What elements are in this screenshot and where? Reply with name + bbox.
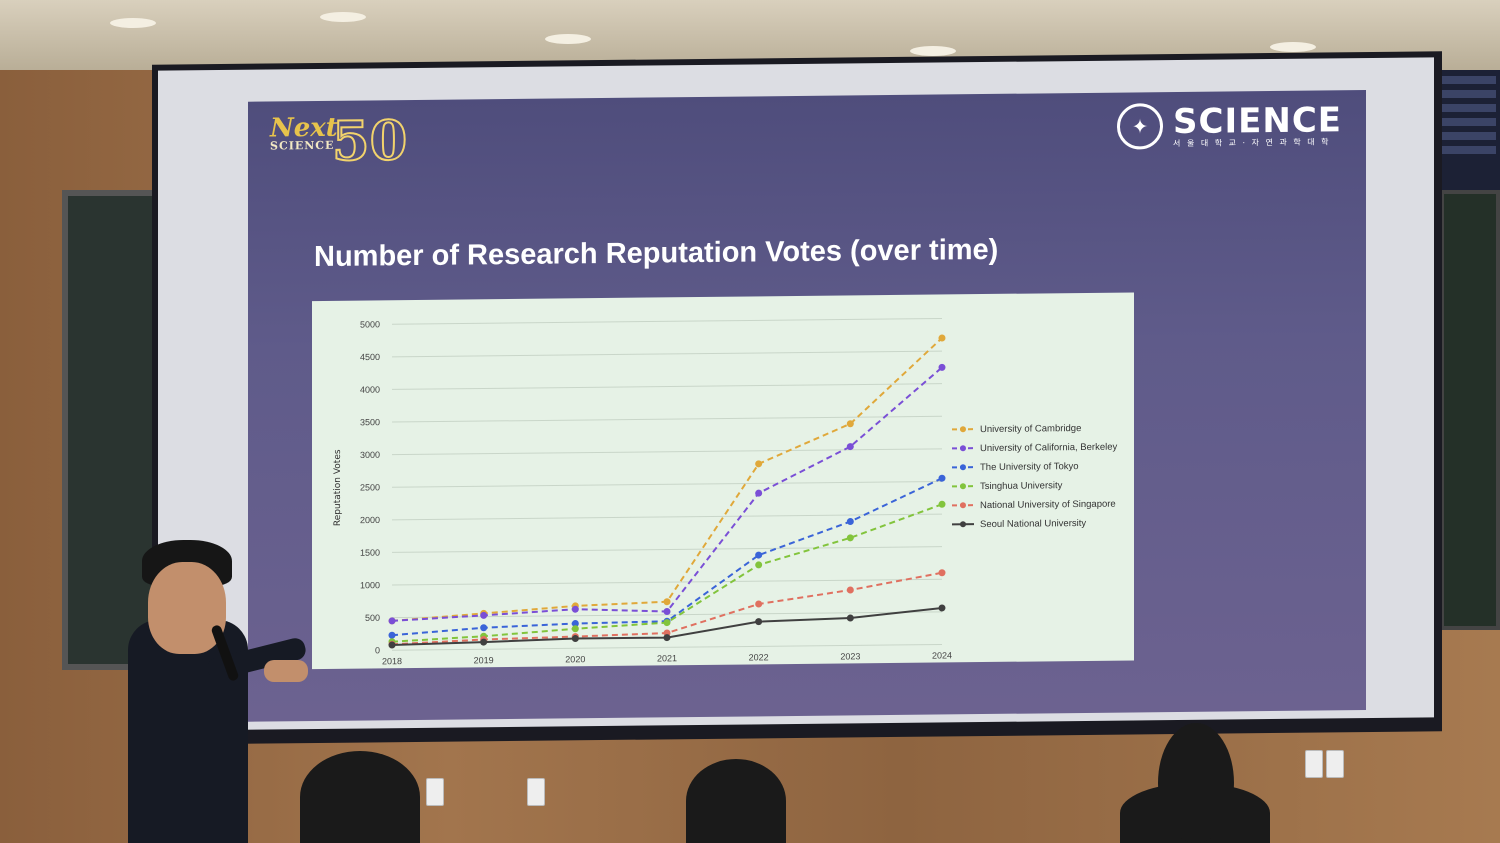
data-point: [846, 534, 854, 542]
series-line: [391, 337, 943, 622]
line-chart: 0 500 1000 1500 2000 2500 3000 3500 4000 4500 5000…: [312, 292, 1134, 670]
ceiling-light: [910, 46, 956, 56]
audience-member-head: [1158, 723, 1234, 843]
gridline: [392, 350, 942, 358]
chalkboard-right: [1440, 190, 1500, 630]
y-tick-label: 2000: [360, 515, 380, 525]
data-point: [755, 551, 763, 559]
data-point: [755, 460, 763, 468]
y-tick-label: 1500: [360, 548, 380, 558]
line-chart-svg: 0 500 1000 1500 2000 2500 3000 3500 4000 4500 5000…: [333, 317, 1118, 666]
data-point: [663, 598, 671, 606]
y-tick-label: 2500: [360, 482, 380, 492]
data-point: [571, 605, 579, 613]
audience-member: [300, 751, 420, 843]
data-point: [938, 474, 946, 482]
legend-label: Tsinghua University: [980, 480, 1063, 492]
data-point: [663, 607, 671, 615]
data-point: [480, 638, 488, 646]
audience-member: [686, 759, 786, 843]
ceiling-light: [545, 34, 591, 44]
data-point: [480, 611, 488, 619]
x-tick-label: 2018: [382, 656, 402, 666]
data-point: [388, 641, 396, 649]
data-point: [846, 443, 854, 451]
gridline: [392, 480, 942, 488]
data-point: [571, 625, 579, 633]
data-point: [571, 635, 579, 643]
y-tick-label: 0: [375, 645, 380, 655]
x-tick-label: 2019: [474, 655, 494, 665]
data-point: [755, 600, 763, 608]
snu-science-logo: ✦ SCIENCE 서 울 대 학 교 · 자 연 과 학 대 학: [1117, 100, 1342, 150]
legend-label: National University of Singapore: [980, 499, 1116, 511]
data-point: [388, 631, 396, 639]
y-tick-label: 5000: [360, 319, 380, 329]
ceiling-light: [1270, 42, 1316, 52]
legend-label: University of California, Berkeley: [980, 442, 1118, 454]
data-point: [846, 518, 854, 526]
x-tick-label: 2020: [565, 654, 585, 664]
data-point: [846, 586, 854, 594]
wall-socket: [1326, 750, 1344, 778]
x-tick-label: 2023: [840, 651, 860, 661]
next-science-50-logo: Next SCIENCE 50: [270, 107, 408, 174]
side-panel: [1436, 70, 1500, 190]
y-tick-label: 3000: [360, 450, 380, 460]
data-point: [571, 620, 579, 628]
y-tick-label: 500: [365, 613, 380, 623]
x-tick-label: 2021: [657, 653, 677, 663]
legend-label: Seoul National University: [980, 518, 1086, 530]
legend-label: University of Cambridge: [980, 423, 1081, 435]
legend-marker: [960, 483, 966, 490]
projection-screen: Next SCIENCE 50 ✦ SCIENCE 서 울 대 학 교 · 자 …: [158, 57, 1434, 731]
data-point: [755, 489, 763, 497]
slide: Next SCIENCE 50 ✦ SCIENCE 서 울 대 학 교 · 자 …: [248, 90, 1366, 722]
y-tick-label: 4000: [360, 385, 380, 395]
gridline: [392, 546, 942, 553]
gridline: [392, 415, 942, 423]
y-axis-title: Reputation Votes: [333, 449, 343, 526]
data-point: [755, 561, 763, 569]
data-point: [938, 569, 946, 577]
x-tick-label: 2024: [932, 650, 952, 660]
wall-socket: [527, 778, 545, 806]
gridline: [392, 513, 942, 521]
y-tick-label: 4500: [360, 352, 380, 362]
x-tick-label: 2022: [749, 652, 769, 662]
gridline: [392, 578, 942, 586]
data-point: [938, 500, 946, 508]
data-point: [846, 420, 854, 428]
legend-marker: [960, 426, 966, 433]
data-point: [388, 617, 396, 625]
data-point: [846, 614, 854, 622]
wall-socket: [1305, 750, 1323, 778]
gridline: [392, 448, 942, 456]
presenter: [128, 540, 318, 843]
data-point: [480, 624, 488, 632]
slide-title: Number of Research Reputation Votes (ove…: [314, 233, 999, 274]
ceiling-light: [320, 12, 366, 22]
data-point: [938, 604, 946, 612]
legend-marker: [960, 521, 966, 528]
legend-label: The University of Tokyo: [980, 461, 1079, 473]
wall-socket: [426, 778, 444, 806]
data-point: [938, 334, 946, 342]
university-seal-icon: ✦: [1117, 102, 1164, 150]
gridline: [392, 317, 942, 325]
legend-marker: [960, 464, 966, 471]
y-tick-label: 1000: [360, 580, 380, 590]
data-point: [755, 618, 763, 626]
gridline: [392, 383, 942, 390]
y-tick-label: 3500: [360, 417, 380, 427]
legend-marker: [960, 445, 966, 452]
legend-marker: [960, 502, 966, 509]
series-line: [391, 366, 943, 622]
gridline: [392, 643, 942, 651]
data-point: [663, 634, 671, 642]
ceiling-light: [110, 18, 156, 28]
data-point: [938, 363, 946, 371]
data-point: [663, 619, 671, 627]
